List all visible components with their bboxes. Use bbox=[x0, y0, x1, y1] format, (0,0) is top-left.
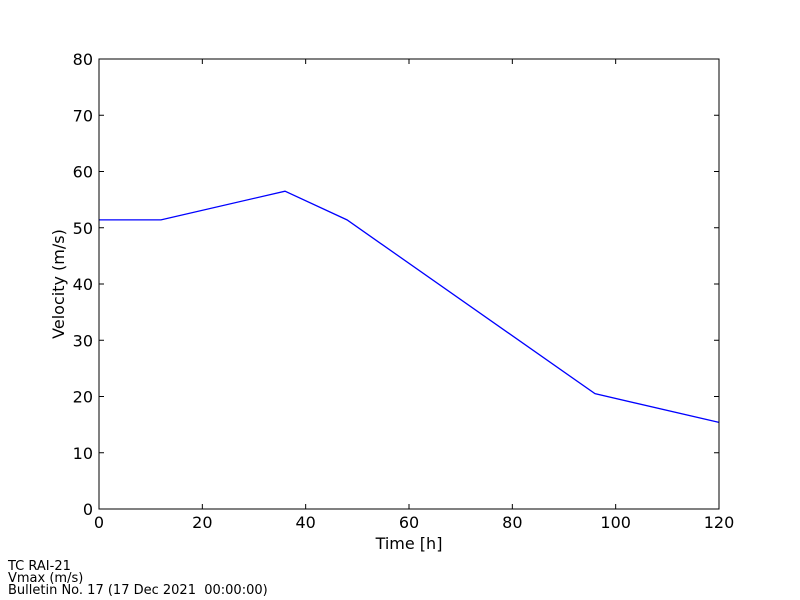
x-tick-label: 80 bbox=[502, 513, 522, 532]
annotation: TC RAI-21 bbox=[7, 559, 71, 574]
x-axis-label: Time [h] bbox=[375, 534, 443, 553]
x-tick-label: 60 bbox=[399, 513, 419, 532]
y-tick-label: 40 bbox=[73, 275, 93, 294]
y-axis-label: Velocity (m/s) bbox=[49, 229, 68, 339]
x-tick-label: 20 bbox=[192, 513, 212, 532]
x-tick-label: 40 bbox=[295, 513, 315, 532]
y-tick-label: 10 bbox=[73, 444, 93, 463]
y-tick-label: 60 bbox=[73, 163, 93, 182]
y-tick-label: 70 bbox=[73, 106, 93, 125]
y-tick-label: 20 bbox=[73, 388, 93, 407]
annotation: Vmax (m/s) bbox=[8, 571, 83, 586]
y-tick-label: 50 bbox=[73, 219, 93, 238]
annotation: Bulletin No. 17 (17 Dec 2021 00:00:00) bbox=[8, 583, 268, 598]
data-line bbox=[99, 190, 720, 424]
x-tick-label: 100 bbox=[600, 513, 631, 532]
y-tick-label: 0 bbox=[83, 500, 93, 519]
x-tick-label: 0 bbox=[94, 513, 104, 532]
plot-frame bbox=[98, 58, 720, 510]
x-tick-label: 120 bbox=[704, 513, 735, 532]
y-tick-label: 80 bbox=[73, 50, 93, 69]
y-tick-label: 30 bbox=[73, 331, 93, 350]
